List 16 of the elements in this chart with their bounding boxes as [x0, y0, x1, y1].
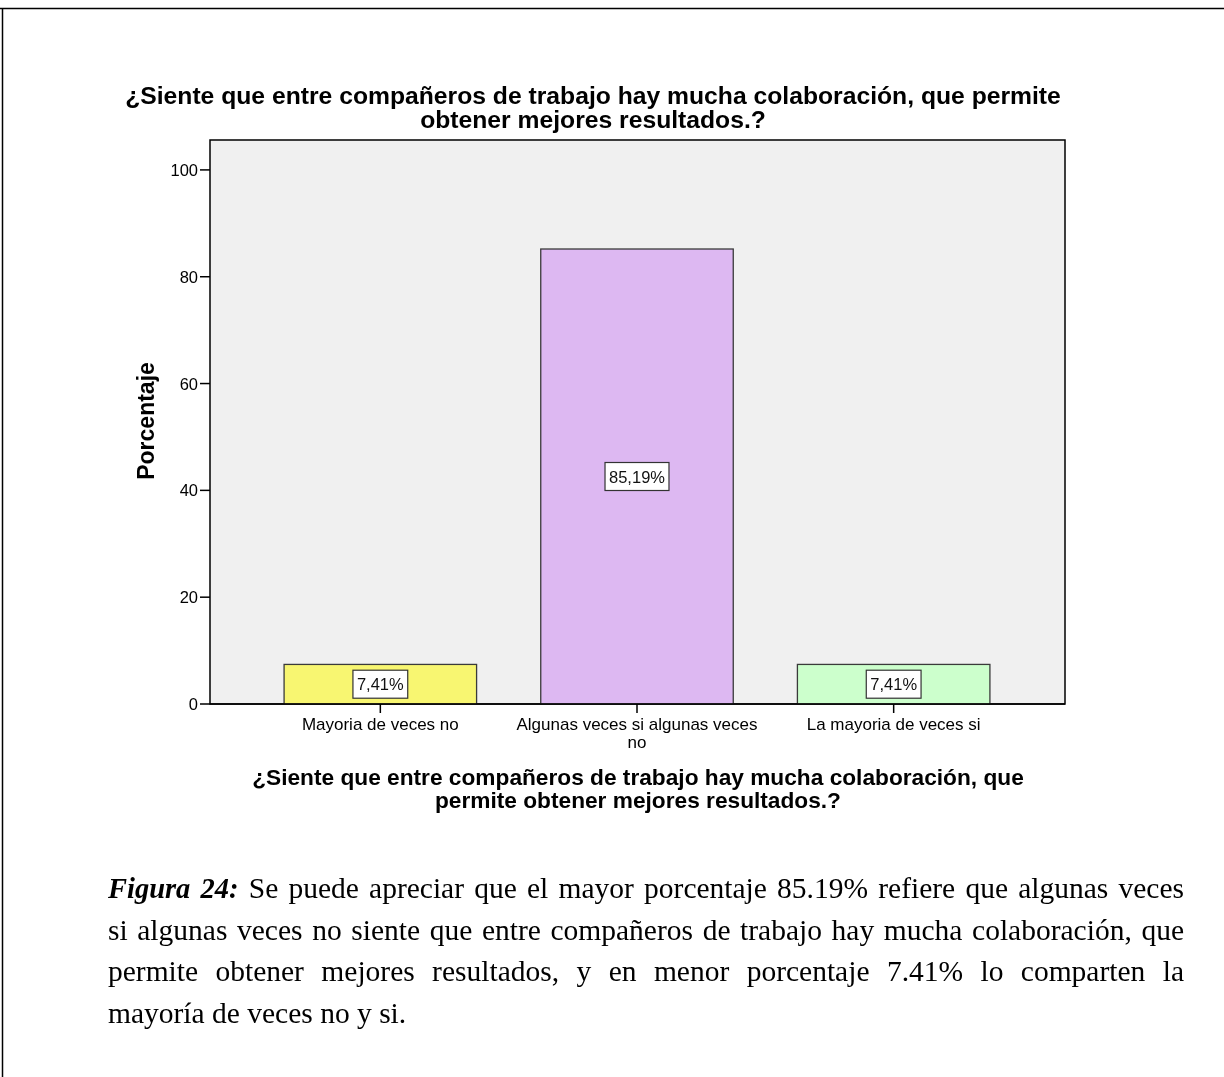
data-label: 85,19%	[609, 467, 666, 486]
x-tick-label: Mayoria de veces no	[301, 715, 459, 734]
x-tick-label: Algunas veces si algunas veces no	[516, 715, 758, 752]
y-tick-label: 20	[179, 588, 198, 607]
chart-title: ¿Siente que entre compañeros de trabajo hay mucha colaboración, que permite obtener mejores resultados.?	[125, 82, 1061, 133]
x-tick-label: La mayoria de veces si	[806, 715, 981, 734]
y-tick-label: 60	[179, 374, 198, 393]
y-tick-label: 80	[179, 267, 198, 286]
text: Figura 24: Se puede apreciar que el mayor porcentaje 85.19% refiere que algunas veces si algunas veces no siente que entre compañeros de trabajo hay mucha colaboración, que permite obtener mejores resultados, y en menor porcentaje 7.41% lo comparten la mayoría de veces no y si.	[108, 872, 1185, 1029]
data-label: 7,41%	[356, 675, 405, 694]
y-tick-label: 40	[179, 481, 198, 500]
y-axis-title: Porcentaje	[133, 362, 159, 480]
data-label: 7,41%	[870, 675, 918, 694]
y-tick-label: 0	[188, 695, 198, 713]
y-tick-label: 100	[170, 160, 198, 179]
x-axis-title: ¿Siente que entre compañeros de trabajo hay mucha colaboración, que permite obtener mejores resultados.?	[252, 764, 1024, 813]
